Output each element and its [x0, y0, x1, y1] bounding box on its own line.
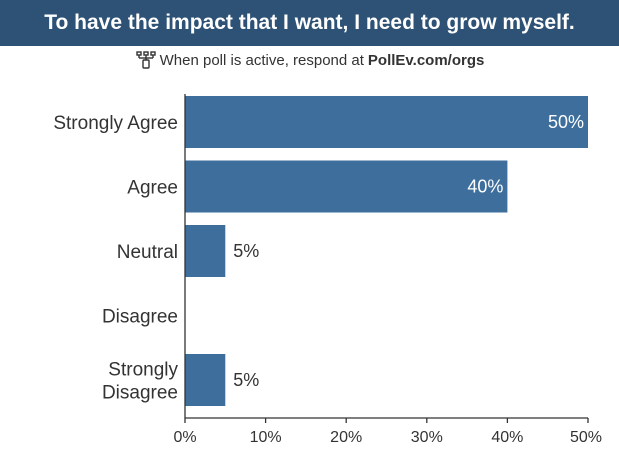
category-label: Strongly Agree [53, 113, 178, 134]
poll-url[interactable]: PollEv.com/orgs [367, 51, 485, 69]
labels-layer: Strongly Agree 50% Agree 40% Neutral 5% Disagr… [53, 112, 584, 404]
category-label: Agree [127, 178, 178, 199]
category-label: Disagree [102, 307, 178, 328]
value-label: 40% [467, 177, 503, 197]
value-label: 50% [548, 112, 584, 132]
value-label: 5% [233, 370, 259, 390]
poll-title: To have the impact that I want, I need t… [44, 11, 575, 34]
poll-everywhere-icon [135, 51, 157, 69]
category-label: Strongly Disagree [102, 360, 179, 404]
instruction-text: When poll is active, respond at [159, 51, 364, 69]
x-axis: 0% 10% 20% 30% 40% 50% [173, 94, 602, 446]
x-tick-label: 10% [250, 429, 282, 446]
response-instructions: When poll is active, respond at PollEv.c… [0, 50, 619, 70]
x-tick-label: 40% [491, 429, 523, 446]
title-bar: To have the impact that I want, I need t… [0, 0, 619, 46]
bar [185, 354, 226, 406]
bar [185, 160, 508, 213]
bar [185, 225, 226, 277]
x-tick-label: 0% [173, 429, 196, 446]
x-tick-label: 30% [411, 429, 443, 446]
value-label: 5% [233, 241, 259, 261]
category-label: Neutral [117, 242, 178, 263]
x-tick-label: 20% [330, 429, 362, 446]
bars-layer [185, 96, 588, 406]
bar [185, 96, 588, 148]
x-tick-label: 50% [570, 429, 602, 446]
